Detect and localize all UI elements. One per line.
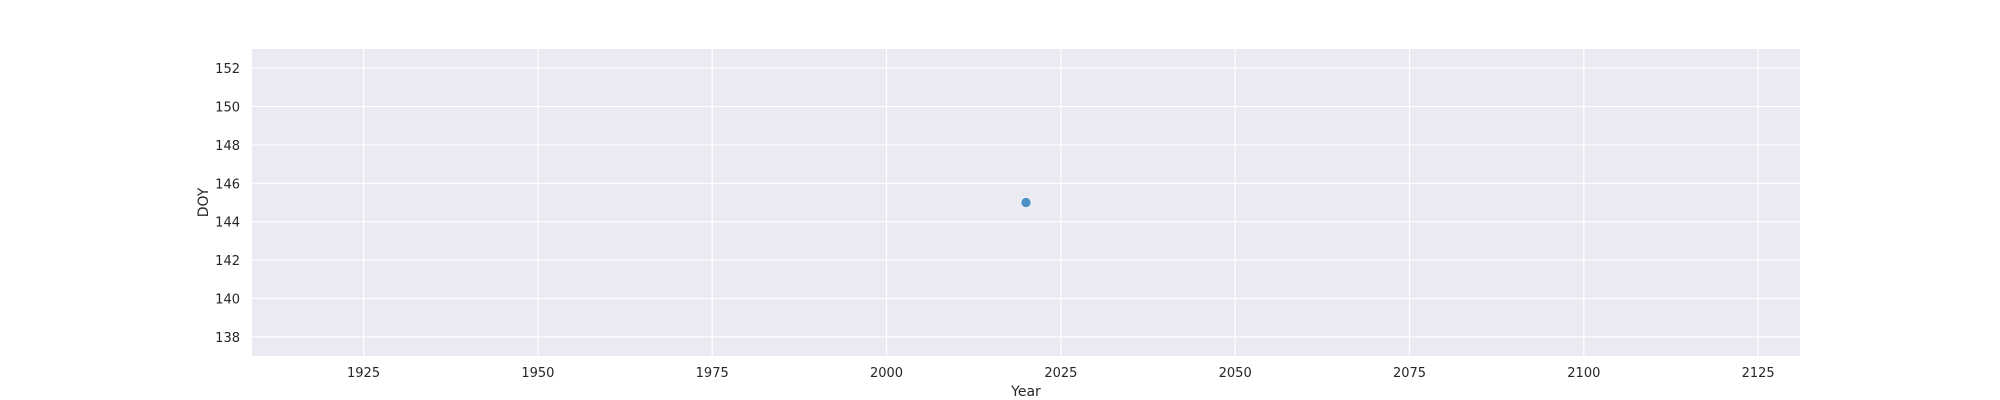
x-tick-label: 2025 — [1044, 366, 1077, 381]
data-points — [1020, 197, 1032, 208]
x-tick-label: 2100 — [1567, 366, 1600, 381]
x-axis-label: Year — [1010, 384, 1041, 400]
y-tick-label: 138 — [215, 331, 240, 346]
y-tick-label: 148 — [215, 139, 240, 154]
x-tick-label: 1950 — [521, 366, 554, 381]
x-tick-label: 2000 — [870, 366, 903, 381]
data-point — [1020, 197, 1032, 208]
x-tick-label: 1925 — [347, 366, 380, 381]
grid-lines — [252, 49, 1800, 356]
x-tick-label: 1975 — [696, 366, 729, 381]
x-tick-label: 2125 — [1742, 366, 1775, 381]
y-tick-label: 140 — [215, 292, 240, 307]
y-tick-labels: 138 140 142 144 146 148 150 152 — [215, 62, 240, 346]
x-tick-labels: 1925 1950 1975 2000 2025 2050 2075 2100 2125 — [347, 366, 1775, 381]
y-axis-label: DOY — [196, 187, 212, 217]
y-tick-label: 152 — [215, 62, 240, 77]
y-tick-label: 142 — [215, 254, 240, 269]
y-tick-label: 144 — [215, 216, 240, 231]
y-tick-label: 150 — [215, 101, 240, 116]
x-tick-label: 2075 — [1393, 366, 1426, 381]
y-tick-label: 146 — [215, 177, 240, 192]
x-tick-label: 2050 — [1219, 366, 1252, 381]
